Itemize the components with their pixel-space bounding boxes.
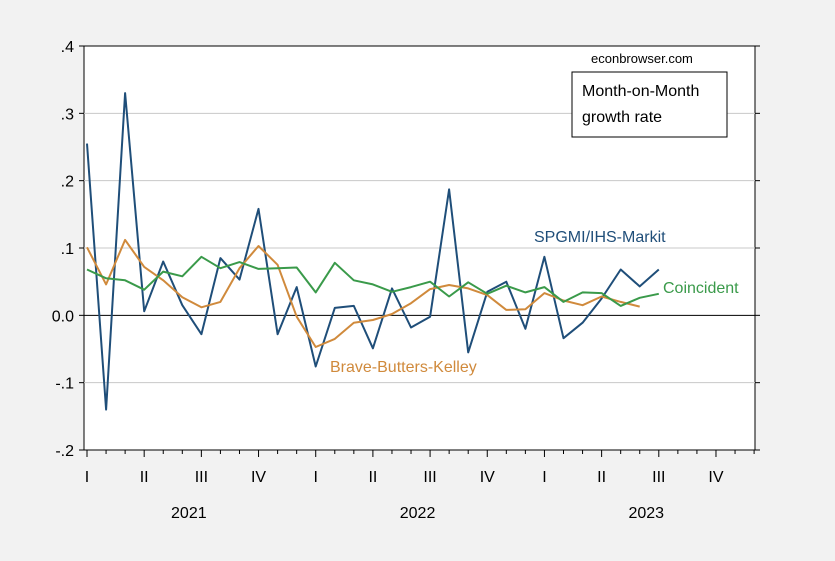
y-tick-label: .3 bbox=[61, 106, 74, 123]
series-label-coincident: Coincident bbox=[663, 280, 739, 297]
x-quarter-label: IV bbox=[251, 469, 266, 486]
series-line-spgmi bbox=[86, 92, 660, 411]
y-tick-label: .2 bbox=[61, 174, 74, 191]
x-quarter-label: I bbox=[542, 469, 546, 486]
x-quarter-label: IV bbox=[480, 469, 495, 486]
annotation-line-2: growth rate bbox=[582, 109, 662, 126]
annotation-line-1: Month-on-Month bbox=[582, 83, 699, 100]
series-lines bbox=[86, 92, 660, 411]
y-tick-label: -.2 bbox=[55, 443, 74, 460]
series-line-bbk bbox=[86, 238, 640, 348]
y-tick-label: -.1 bbox=[55, 376, 74, 393]
credit-text: econbrowser.com bbox=[591, 51, 693, 66]
y-tick-label: 0.0 bbox=[52, 308, 74, 325]
grid-lines bbox=[84, 112, 755, 384]
x-quarter-label: I bbox=[85, 469, 89, 486]
annotation-box: Month-on-Month growth rate bbox=[571, 71, 728, 138]
y-tick-label: .1 bbox=[61, 241, 74, 258]
x-year-label: 2021 bbox=[171, 505, 207, 522]
x-quarter-label: IV bbox=[708, 469, 723, 486]
x-year-label: 2023 bbox=[628, 505, 664, 522]
x-quarter-label: III bbox=[652, 469, 665, 486]
y-tick-label: .4 bbox=[61, 39, 74, 56]
series-line-coincident bbox=[86, 255, 660, 307]
x-quarter-label: II bbox=[368, 469, 377, 486]
x-year-label: 2022 bbox=[400, 505, 436, 522]
x-quarter-label: I bbox=[313, 469, 317, 486]
x-quarter-label: II bbox=[140, 469, 149, 486]
x-quarter-label: II bbox=[597, 469, 606, 486]
series-label-bbk: Brave-Butters-Kelley bbox=[330, 359, 477, 376]
series-label-spgmi: SPGMI/IHS-Markit bbox=[534, 229, 666, 246]
x-quarter-label: III bbox=[195, 469, 208, 486]
x-quarter-label: III bbox=[423, 469, 436, 486]
y-axis: -.2 -.1 0.0 .1 .2 .3 .4 bbox=[52, 39, 760, 460]
